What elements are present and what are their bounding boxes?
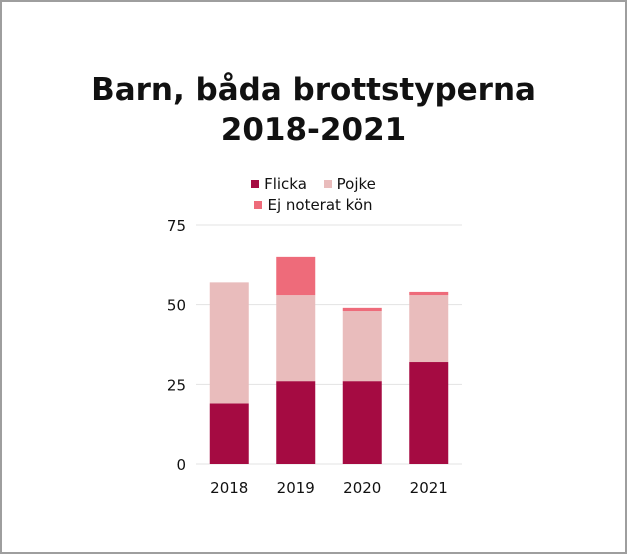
bar-2018-series-1: [209, 282, 249, 404]
bar-2018-series-0: [209, 403, 249, 464]
chart-title-line-1: Barn, båda brottstyperna: [91, 72, 536, 108]
x-tick-label-2018: 2018: [210, 479, 248, 497]
legend-swatch-ej-noterat: [254, 201, 263, 209]
chart-title-line-2: 2018-2021: [220, 112, 407, 148]
y-tick-label-25: 25: [167, 376, 186, 394]
bar-2021-series-2: [409, 291, 449, 296]
y-axis-tick-labels: 0 25 50 75: [167, 217, 186, 474]
chart-legend: Flicka Pojke Ej noterat kön: [0, 174, 627, 216]
bar-2020-series-1: [342, 311, 382, 382]
bar-2019-series-0: [276, 381, 316, 464]
x-tick-label-2020: 2020: [343, 479, 381, 497]
legend-label-flicka: Flicka: [264, 175, 307, 193]
y-tick-label-0: 0: [176, 456, 186, 474]
legend-item-flicka: Flicka: [251, 174, 307, 195]
legend-label-ej-noterat: Ej noterat kön: [267, 196, 373, 214]
legend-label-pojke: Pojke: [336, 175, 376, 193]
chart-title: Barn, båda brottstyperna 2018-2021: [0, 70, 627, 150]
legend-item-pojke: Pojke: [323, 174, 376, 195]
bar-2020-series-2: [342, 307, 382, 312]
bars: [209, 256, 449, 464]
bar-2019-series-2: [276, 256, 316, 296]
bar-2020-series-0: [342, 381, 382, 464]
legend-swatch-flicka: [251, 180, 260, 188]
x-axis-tick-labels: 2018 2019 2020 2021: [210, 479, 448, 497]
legend-swatch-pojke: [323, 180, 332, 188]
y-tick-label-50: 50: [167, 297, 186, 315]
bar-2021-series-1: [409, 295, 449, 363]
legend-item-ej-noterat: Ej noterat kön: [254, 195, 373, 216]
x-tick-label-2019: 2019: [277, 479, 315, 497]
bar-2021-series-0: [409, 362, 449, 464]
y-tick-label-75: 75: [167, 217, 186, 235]
bar-2019-series-1: [276, 295, 316, 382]
x-tick-label-2021: 2021: [410, 479, 448, 497]
